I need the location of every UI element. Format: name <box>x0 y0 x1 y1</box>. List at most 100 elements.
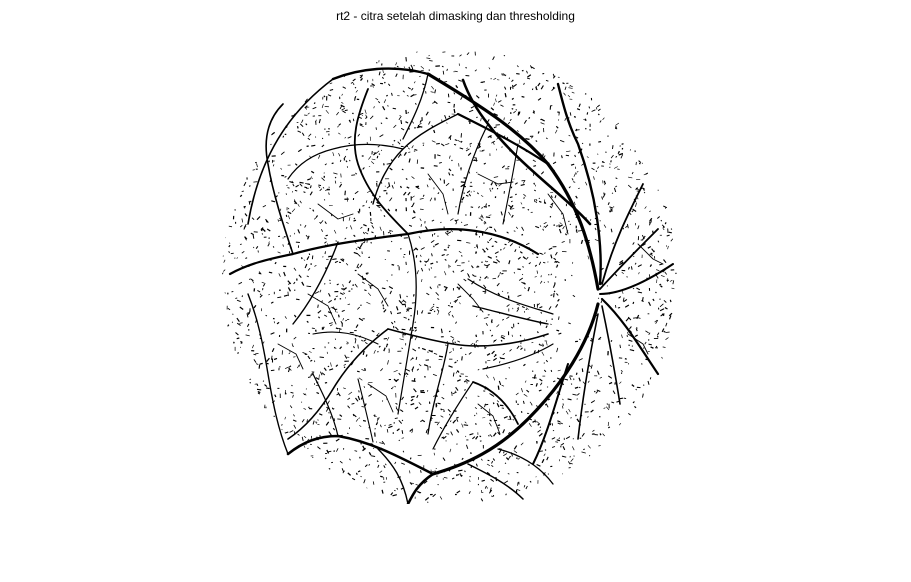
speckle <box>626 276 628 278</box>
speckle <box>370 443 374 445</box>
speckle <box>339 346 343 350</box>
speckle <box>575 372 578 375</box>
speckle <box>453 92 456 95</box>
speckle <box>362 419 367 422</box>
speckle <box>469 475 471 478</box>
speckle <box>393 139 396 142</box>
speckle <box>543 201 547 204</box>
speckle <box>463 192 465 194</box>
speckle <box>525 256 529 260</box>
speckle <box>567 94 571 98</box>
speckle <box>475 95 480 99</box>
speckle <box>372 481 375 485</box>
speckle <box>280 424 283 426</box>
speckle <box>497 385 500 390</box>
speckle <box>353 219 357 222</box>
speckle <box>431 140 436 143</box>
speckle <box>382 307 385 310</box>
speckle <box>308 253 311 256</box>
speckle <box>609 206 614 209</box>
speckle <box>442 457 446 461</box>
speckle <box>270 332 275 335</box>
speckle <box>668 231 672 234</box>
speckle <box>376 201 379 205</box>
speckle <box>532 159 536 162</box>
speckle <box>492 458 496 461</box>
speckle <box>578 103 581 108</box>
speckle <box>486 463 490 466</box>
speckle <box>648 343 652 346</box>
speckle <box>376 460 379 463</box>
speckle <box>361 281 365 284</box>
speckle <box>536 270 538 274</box>
speckle <box>331 162 334 165</box>
speckle <box>368 463 371 466</box>
speckle <box>547 281 550 283</box>
speckle <box>576 393 580 396</box>
speckle <box>482 290 487 293</box>
speckle <box>586 112 589 115</box>
speckle <box>643 191 646 194</box>
speckle <box>620 369 623 373</box>
speckle <box>549 423 552 426</box>
speckle <box>596 205 599 208</box>
speckle <box>449 448 452 453</box>
speckle <box>305 388 308 390</box>
speckle <box>301 436 304 442</box>
speckle <box>324 241 327 244</box>
speckle <box>287 280 292 285</box>
speckle <box>465 435 467 438</box>
speckle <box>463 424 469 426</box>
speckle <box>488 67 491 70</box>
speckle <box>525 168 528 170</box>
speckle <box>474 246 476 249</box>
speckle <box>302 352 307 355</box>
speckle <box>336 111 339 116</box>
speckle <box>230 252 234 255</box>
speckle <box>458 469 463 472</box>
speckle <box>359 74 363 77</box>
speckle <box>450 335 454 339</box>
speckle <box>542 343 545 347</box>
speckle <box>235 297 238 299</box>
speckle <box>448 351 452 354</box>
speckle <box>454 70 458 73</box>
speckle <box>556 225 558 227</box>
speckle <box>410 93 415 98</box>
speckle <box>424 497 430 501</box>
speckle <box>525 307 529 310</box>
speckle <box>541 458 545 464</box>
speckle <box>369 136 372 141</box>
speckle <box>414 102 417 105</box>
speckle <box>430 305 435 309</box>
speckle <box>414 148 418 151</box>
speckle <box>534 184 537 187</box>
speckle <box>411 87 414 91</box>
speckle <box>329 88 334 91</box>
speckle <box>543 222 547 225</box>
speckle <box>363 240 366 244</box>
speckle <box>340 104 345 108</box>
speckle <box>521 226 525 231</box>
speckle <box>410 402 415 406</box>
speckle <box>351 174 356 176</box>
speckle <box>496 402 500 408</box>
speckle <box>284 175 287 178</box>
speckle <box>264 384 268 388</box>
speckle <box>365 114 367 118</box>
speckle <box>287 291 289 297</box>
speckle <box>247 311 250 315</box>
speckle <box>535 383 538 387</box>
speckle <box>321 326 324 329</box>
speckle <box>670 228 673 230</box>
speckle <box>271 200 276 203</box>
speckle <box>441 253 445 257</box>
speckle <box>299 183 303 187</box>
speckle <box>517 322 520 325</box>
speckle <box>327 94 332 97</box>
speckle <box>478 143 481 147</box>
speckle <box>532 111 536 114</box>
speckle <box>318 186 321 189</box>
speckle <box>550 323 552 326</box>
speckle <box>455 386 459 391</box>
